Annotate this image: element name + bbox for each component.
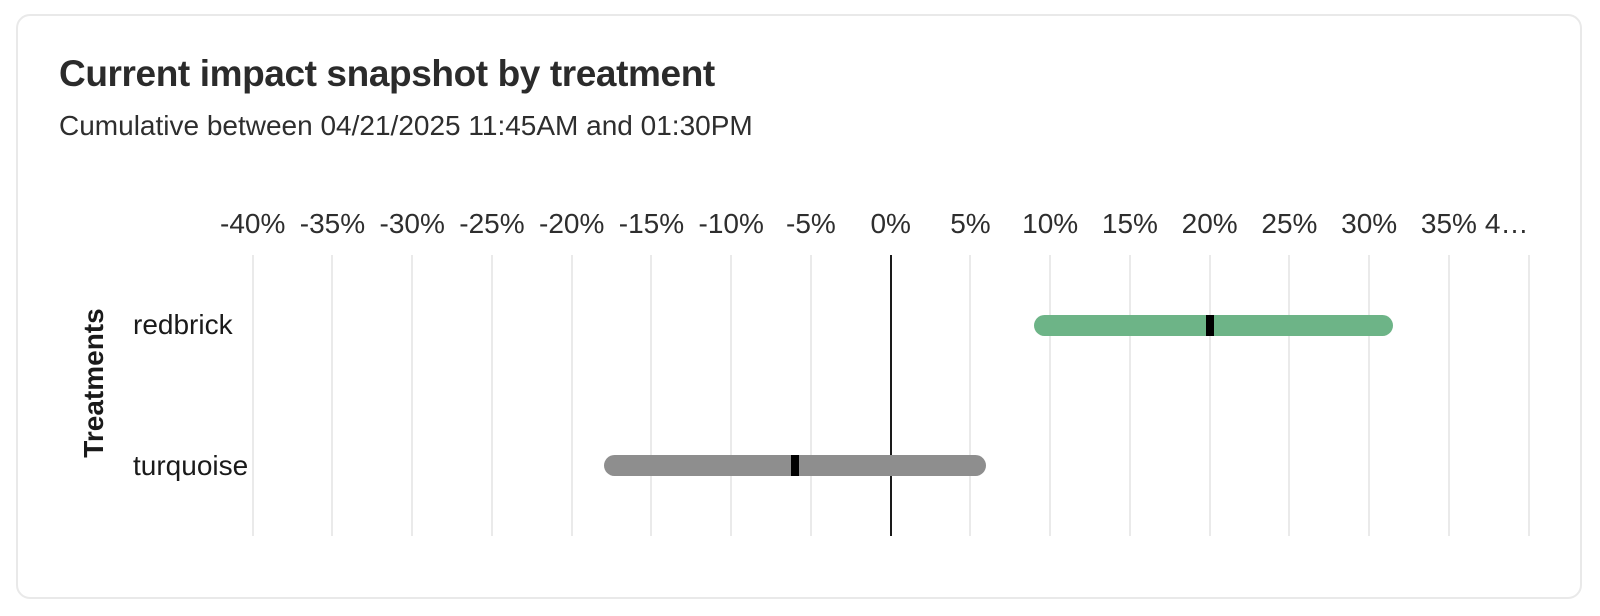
x-tick-label: -35% bbox=[299, 208, 366, 239]
ci-bar-redbrick[interactable] bbox=[1034, 314, 1394, 336]
plot-area: -40% -35% -30% -25% -20% -15% -10% -5% 0% 5% 10% 15… bbox=[18, 16, 1580, 597]
gridline bbox=[251, 255, 254, 536]
x-tick-label: -30% bbox=[379, 208, 445, 239]
gridline bbox=[570, 255, 573, 536]
x-tick-label: 10% bbox=[1022, 208, 1079, 239]
gridline bbox=[969, 255, 972, 536]
gridline bbox=[490, 255, 493, 536]
gridline bbox=[1527, 255, 1530, 536]
x-tick-label: -25% bbox=[459, 208, 525, 239]
category-label-redbrick: redbrick bbox=[133, 309, 233, 341]
x-tick-label: -10% bbox=[698, 208, 764, 239]
gridline bbox=[1447, 255, 1450, 536]
impact-snapshot-card: Current impact snapshot by treatment Cum… bbox=[16, 14, 1582, 599]
gridline bbox=[1128, 255, 1131, 536]
midpoint-marker-turquoise bbox=[791, 455, 799, 477]
x-tick-label: 30% bbox=[1341, 208, 1398, 239]
x-tick-label: -15% bbox=[618, 208, 685, 239]
category-label-turquoise: turquoise bbox=[133, 449, 249, 481]
gridline bbox=[650, 255, 653, 536]
midpoint-marker-redbrick bbox=[1205, 314, 1214, 336]
gridline bbox=[809, 255, 812, 536]
gridline bbox=[1049, 255, 1052, 536]
gridline bbox=[1208, 255, 1211, 536]
x-tick-label: 4… bbox=[1484, 208, 1529, 239]
x-tick-label: -40% bbox=[220, 208, 286, 239]
chart-subtitle: Cumulative between 04/21/2025 11:45AM an… bbox=[59, 110, 753, 141]
gridline bbox=[1368, 255, 1371, 536]
gridline bbox=[1288, 255, 1291, 536]
gridline bbox=[730, 255, 733, 536]
x-tick-label: 25% bbox=[1261, 208, 1318, 239]
x-tick-label: -20% bbox=[539, 208, 605, 239]
gridline bbox=[331, 255, 334, 536]
gridline bbox=[411, 255, 414, 536]
x-tick-label: 0% bbox=[870, 208, 911, 239]
x-tick-label: -5% bbox=[786, 208, 836, 239]
x-tick-label: 35% bbox=[1420, 208, 1477, 239]
x-tick-label: 5% bbox=[950, 208, 991, 239]
chart-title: Current impact snapshot by treatment bbox=[59, 53, 715, 94]
x-tick-label: 15% bbox=[1101, 208, 1158, 239]
zero-line bbox=[889, 255, 892, 536]
x-tick-label: 20% bbox=[1181, 208, 1238, 239]
